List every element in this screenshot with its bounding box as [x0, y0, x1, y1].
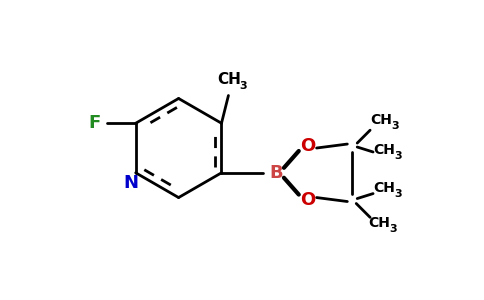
Text: F: F [88, 114, 100, 132]
Text: CH: CH [370, 113, 392, 127]
Text: O: O [300, 190, 315, 208]
Text: 3: 3 [394, 151, 402, 161]
Text: CH: CH [217, 72, 242, 87]
Text: CH: CH [368, 216, 390, 230]
Text: 3: 3 [389, 224, 397, 234]
Text: B: B [269, 164, 283, 182]
Text: 3: 3 [394, 189, 402, 199]
Text: N: N [123, 174, 138, 192]
Text: CH: CH [373, 181, 395, 195]
Text: 3: 3 [240, 81, 247, 91]
Text: 3: 3 [391, 121, 399, 131]
Text: CH: CH [373, 143, 395, 157]
Text: O: O [300, 137, 315, 155]
